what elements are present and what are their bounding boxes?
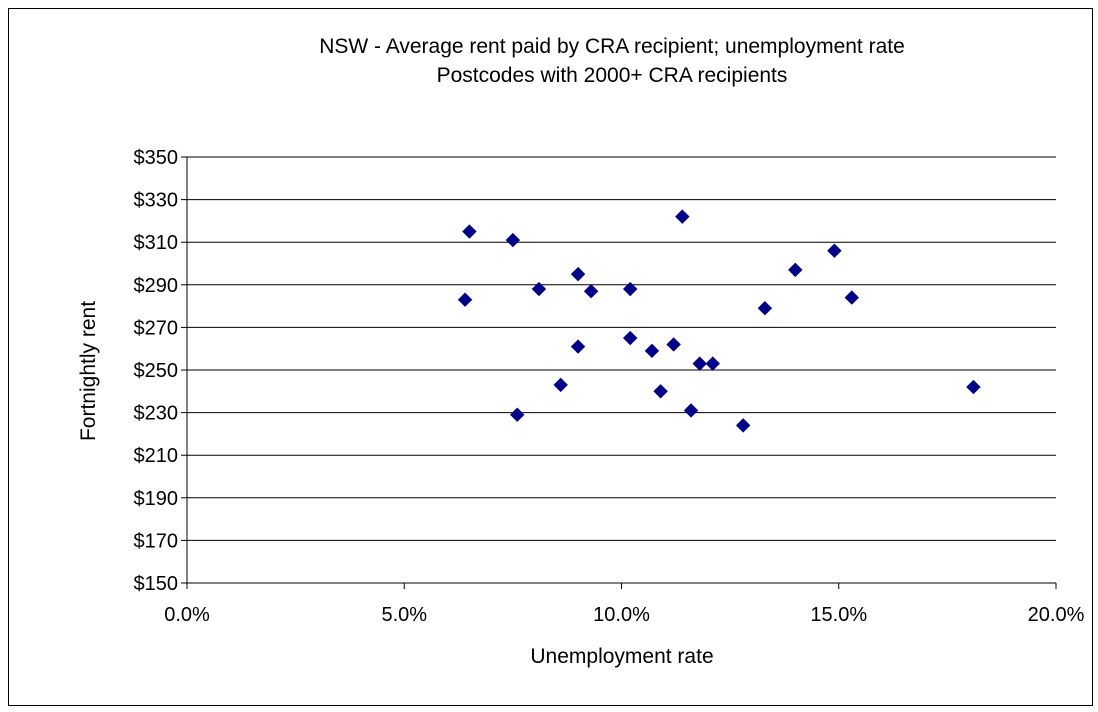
y-tick-label: $270 xyxy=(134,317,179,339)
y-tick-label: $170 xyxy=(134,530,179,552)
data-point xyxy=(511,408,524,421)
data-point xyxy=(654,385,667,398)
data-point xyxy=(585,285,598,298)
y-tick-label: $190 xyxy=(134,488,179,510)
chart-subtitle: Postcodes with 2000+ CRA recipients xyxy=(437,64,788,87)
x-tick-labels: 0.0% 5.0% 10.0% 15.0% 20.0% xyxy=(164,604,1084,626)
y-tick-label: $350 xyxy=(134,147,179,169)
data-point xyxy=(572,268,585,281)
x-tick-label: 5.0% xyxy=(381,604,427,626)
data-point xyxy=(685,404,698,417)
data-point xyxy=(758,302,771,315)
x-tick-label: 20.0% xyxy=(1028,604,1085,626)
data-point xyxy=(828,244,841,257)
y-tick-label: $330 xyxy=(134,190,179,212)
axes xyxy=(181,157,1056,589)
y-tick-label: $230 xyxy=(134,403,179,425)
data-point xyxy=(506,234,519,247)
data-point xyxy=(967,381,980,394)
gridlines xyxy=(187,157,1056,583)
y-tick-label: $210 xyxy=(134,445,179,467)
data-point xyxy=(554,378,567,391)
data-point xyxy=(463,225,476,238)
y-tick-label: $290 xyxy=(134,275,179,297)
data-point xyxy=(693,357,706,370)
data-point xyxy=(706,357,719,370)
x-axis-label: Unemployment rate xyxy=(530,645,713,668)
y-tick-labels: $150 $170 $190 $210 $230 $250 $270 $290 $310 $330… xyxy=(134,147,179,595)
chart-frame: NSW - Average rent paid by CRA recipient… xyxy=(8,8,1093,706)
x-tick-label: 15.0% xyxy=(810,604,867,626)
scatter-chart: NSW - Average rent paid by CRA recipient… xyxy=(9,9,1094,707)
data-point xyxy=(624,332,637,345)
data-point xyxy=(789,263,802,276)
chart-title: NSW - Average rent paid by CRA recipient… xyxy=(319,35,905,58)
data-point xyxy=(459,293,472,306)
x-tick-label: 0.0% xyxy=(164,604,210,626)
data-points xyxy=(459,210,980,432)
y-axis-label: Fortnightly rent xyxy=(77,301,100,441)
x-tick-label: 10.0% xyxy=(593,604,650,626)
data-point xyxy=(667,338,680,351)
y-tick-label: $250 xyxy=(134,360,179,382)
data-point xyxy=(676,210,689,223)
data-point xyxy=(845,291,858,304)
y-tick-label: $150 xyxy=(134,573,179,595)
data-point xyxy=(645,344,658,357)
y-tick-label: $310 xyxy=(134,232,179,254)
data-point xyxy=(572,340,585,353)
data-point xyxy=(737,419,750,432)
